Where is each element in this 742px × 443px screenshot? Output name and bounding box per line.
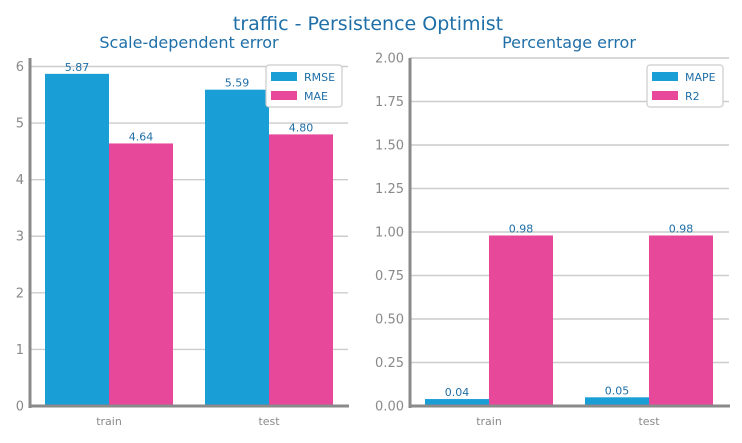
y-tick-label: 4 — [16, 173, 24, 188]
bar-mape-test — [585, 397, 649, 406]
data-label: 0.98 — [509, 222, 534, 235]
bar-mae-train — [109, 143, 173, 406]
y-tick-label: 1.50 — [375, 139, 404, 154]
y-tick-label: 2 — [16, 286, 24, 301]
y-tick-label: 1.00 — [375, 226, 404, 241]
y-tick-label: 0.00 — [375, 400, 404, 415]
figure-title: traffic - Persistence Optimist — [233, 13, 503, 35]
y-tick-label: 0 — [16, 400, 24, 415]
y-tick-label: 1 — [16, 343, 24, 358]
legend-swatch — [652, 72, 678, 81]
data-label: 0.04 — [445, 386, 470, 399]
bar-r2-train — [489, 235, 553, 406]
x-tick-label: test — [258, 415, 280, 428]
data-label: 5.87 — [65, 61, 90, 74]
chart-panel-scale-error: Scale-dependent error 0 1 2 3 4 5 6 5.87 4.64 trai… — [16, 33, 349, 428]
bar-mae-test — [269, 134, 333, 406]
data-label: 5.59 — [225, 77, 250, 90]
legend-swatch — [652, 91, 678, 100]
y-tick-label: 3 — [16, 230, 24, 245]
legend-swatch — [271, 91, 297, 100]
data-label: 0.05 — [605, 384, 630, 397]
bar-mape-train — [425, 399, 489, 406]
panel-title: Percentage error — [502, 33, 636, 52]
data-label: 0.98 — [669, 222, 694, 235]
data-label: 4.64 — [129, 130, 154, 143]
legend: RMSE MAE — [265, 64, 343, 108]
y-tick-label: 2.00 — [375, 52, 404, 67]
legend-swatch — [271, 72, 297, 81]
x-tick-label: train — [476, 415, 502, 428]
legend-label: MAPE — [685, 71, 716, 84]
bar-rmse-test — [205, 89, 269, 406]
legend: MAPE R2 — [646, 64, 724, 108]
y-tick-label: 5 — [16, 117, 24, 132]
legend-label: R2 — [685, 90, 700, 103]
x-tick-label: train — [96, 415, 122, 428]
legend-label: MAE — [304, 90, 328, 103]
legend-label: RMSE — [304, 71, 335, 84]
bar-rmse-train — [45, 73, 109, 406]
x-tick-label: test — [638, 415, 660, 428]
y-tick-label: 0.75 — [375, 269, 404, 284]
y-tick-label: 0.25 — [375, 356, 404, 371]
panel-title: Scale-dependent error — [99, 33, 279, 52]
y-tick-label: 6 — [16, 60, 24, 75]
chart-panel-percentage-error: Percentage error 0.00 0.25 0.50 0.75 1.00 1.25… — [375, 33, 730, 428]
y-tick-label: 1.75 — [375, 95, 404, 110]
y-tick-label: 1.25 — [375, 182, 404, 197]
data-label: 4.80 — [289, 121, 314, 134]
y-tick-label: 0.50 — [375, 313, 404, 328]
bar-r2-test — [649, 235, 713, 406]
